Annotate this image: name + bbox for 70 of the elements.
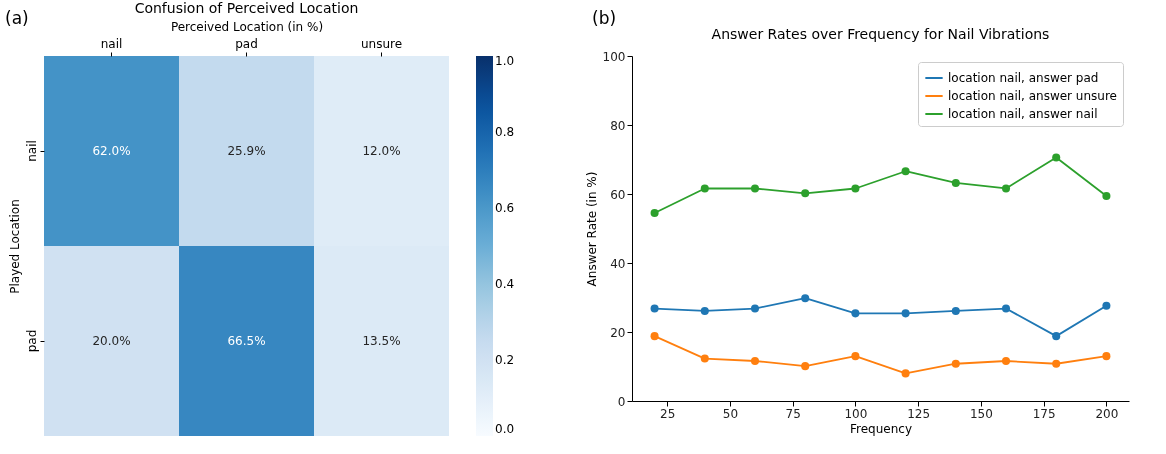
legend-label: location nail, answer nail [948, 107, 1098, 121]
point [951, 359, 960, 368]
y-tick-label: 40 [610, 256, 626, 271]
point [1052, 332, 1061, 341]
color-bar-label: 0.0 [495, 422, 515, 436]
x-tick-label: 75 [785, 406, 801, 421]
x-tick-label: unsure [360, 36, 403, 51]
color-bar-label: 0.4 [495, 277, 515, 291]
data-label: 13.5% [362, 334, 401, 348]
point [700, 306, 709, 315]
point [1052, 153, 1061, 162]
point [851, 352, 860, 361]
point [801, 362, 810, 371]
x-tick-label: nail [100, 36, 123, 51]
point [901, 369, 910, 378]
point [851, 309, 860, 318]
x-tick-label: 25 [660, 406, 676, 421]
x-tick-label: pad [235, 36, 258, 51]
legend-label: location nail, answer unsure [948, 89, 1117, 103]
y-axis-title: Answer Rate (in %) [584, 171, 599, 287]
point [750, 356, 760, 365]
point [650, 332, 659, 341]
point [750, 304, 760, 313]
point [851, 184, 860, 193]
point [1102, 352, 1111, 361]
point [700, 184, 709, 193]
text: (b) [592, 8, 617, 28]
color-bar-label: 0.8 [495, 125, 515, 139]
chart-title: Confusion of Perceived Location [134, 0, 359, 16]
point [951, 178, 960, 187]
color-bar-label: 1.0 [495, 54, 515, 68]
point [1001, 356, 1011, 365]
x-tick-label: 100 [844, 406, 868, 421]
point [750, 184, 760, 193]
point [801, 189, 810, 198]
data-label: 25.9% [227, 144, 266, 158]
point [650, 304, 659, 313]
y-tick-label: 100 [602, 49, 626, 64]
y-tick-label: 0 [617, 394, 626, 409]
point [901, 309, 910, 318]
point [1102, 192, 1111, 201]
point [901, 167, 910, 176]
y-tick-label: 80 [610, 118, 626, 133]
point [650, 208, 659, 217]
data-label: 62.0% [92, 144, 131, 158]
x-axis-title: Perceived Location (in %) [170, 19, 324, 34]
point [700, 354, 709, 363]
point [1001, 304, 1011, 313]
y-axis-title: Played Location [7, 199, 22, 294]
point [1102, 301, 1111, 310]
text: (a) [5, 8, 29, 28]
x-tick-label: 50 [722, 406, 739, 421]
chart-title: Answer Rates over Frequency for Nail Vibrations [711, 26, 1050, 42]
point [1001, 184, 1011, 193]
color-bar-label: 0.6 [495, 201, 515, 215]
x-axis-title: Frequency [850, 421, 912, 436]
y-tick-label: 20 [610, 325, 626, 340]
x-tick-label: 150 [969, 406, 993, 421]
legend-label: location nail, answer pad [948, 71, 1099, 85]
y-tick-label: 60 [610, 187, 626, 202]
x-tick-label: 200 [1095, 406, 1119, 421]
x-tick-label: 175 [1032, 406, 1056, 421]
point [951, 306, 960, 315]
data-label: 20.0% [92, 334, 131, 348]
color-bar-label: 0.2 [495, 353, 515, 367]
data-label: 12.0% [362, 144, 401, 158]
x-tick-label: 125 [907, 406, 931, 421]
data-label: 66.5% [227, 334, 266, 348]
point [1052, 359, 1061, 368]
point [801, 294, 810, 303]
